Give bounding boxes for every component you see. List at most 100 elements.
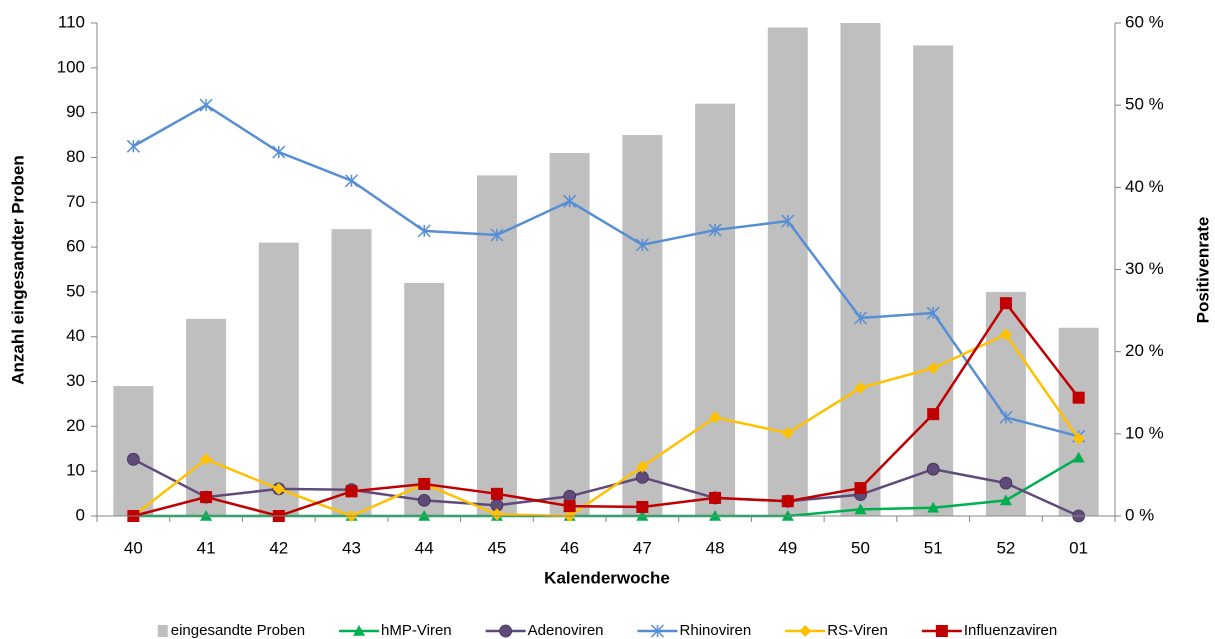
bar <box>840 23 881 516</box>
marker <box>1072 432 1085 445</box>
x-tick-label: 42 <box>269 538 288 557</box>
bar <box>913 45 954 517</box>
marker <box>854 482 867 495</box>
y-tick-label: 80 <box>66 147 85 166</box>
series-line <box>133 301 1080 518</box>
marker <box>650 624 665 638</box>
marker <box>636 500 649 513</box>
marker <box>708 223 722 237</box>
x-tick-label: 43 <box>342 538 361 557</box>
y-tick-label: 20 <box>66 416 85 435</box>
legend-label: Adenoviren <box>528 622 604 639</box>
marker <box>927 408 940 421</box>
marker <box>345 485 358 498</box>
marker <box>490 508 503 521</box>
marker <box>999 410 1013 424</box>
marker <box>854 381 867 394</box>
bar <box>767 27 808 517</box>
marker <box>563 194 577 208</box>
marker <box>926 462 940 476</box>
legend-label: hMP-Viren <box>381 622 452 639</box>
marker <box>353 625 366 636</box>
marker <box>199 98 213 112</box>
y-tick-label: 50 <box>66 281 85 300</box>
y-tick-label: 100 <box>57 57 85 76</box>
marker <box>799 625 812 637</box>
y-axis-title: Anzahl eingesandter Proben <box>8 155 27 385</box>
marker <box>926 306 940 320</box>
x-tick-label: 44 <box>415 538 434 557</box>
bar <box>331 229 372 516</box>
series-line <box>132 458 1080 518</box>
bar <box>622 135 663 516</box>
marker <box>272 145 286 159</box>
y2-tick-label: 20 % <box>1125 341 1164 360</box>
legend: eingesandte Proben hMP-Viren Adenoviren Rhi… <box>157 622 1057 639</box>
y-tick-label: 40 <box>66 326 85 345</box>
marker <box>636 460 649 473</box>
series-line <box>132 103 1079 438</box>
marker <box>781 495 794 508</box>
marker <box>272 482 285 495</box>
y-tick-label: 90 <box>66 102 85 121</box>
marker <box>927 362 940 375</box>
bar <box>113 386 154 516</box>
lines <box>126 98 1086 523</box>
legend-label: RS-Viren <box>827 622 888 639</box>
marker <box>999 328 1012 341</box>
x-tick-label: 52 <box>996 538 1015 557</box>
x-tick-label: 47 <box>633 538 652 557</box>
x-tick-label: 41 <box>197 538 216 557</box>
x-tick-label: 46 <box>560 538 579 557</box>
marker <box>418 477 431 490</box>
legend-label: Rhinoviren <box>680 622 752 639</box>
x-tick-label: 01 <box>1069 538 1088 557</box>
bar <box>476 175 517 516</box>
marker <box>999 476 1013 490</box>
y2-tick-label: 60 % <box>1125 12 1164 31</box>
marker <box>781 510 794 521</box>
marker <box>1072 451 1085 463</box>
marker <box>781 427 794 440</box>
marker <box>853 311 868 325</box>
x-axis-title: Kalenderwoche <box>544 568 670 587</box>
marker <box>927 501 940 513</box>
marker <box>1072 391 1085 404</box>
marker <box>709 491 722 504</box>
marker <box>418 510 431 521</box>
x-tick-label: 48 <box>706 538 725 557</box>
marker <box>417 224 431 238</box>
x-tick-label: 40 <box>124 538 143 557</box>
y2-tick-label: 50 % <box>1125 95 1164 114</box>
legend-label: eingesandte Proben <box>171 622 305 639</box>
marker <box>999 297 1012 310</box>
bar <box>1058 327 1099 516</box>
marker <box>635 470 649 484</box>
y-tick-label: 0 <box>76 505 85 524</box>
y-tick-label: 10 <box>66 461 85 480</box>
marker <box>126 452 140 466</box>
marker <box>781 214 795 228</box>
x-tick-label: 45 <box>487 538 506 557</box>
y2-tick-label: 30 % <box>1125 259 1164 278</box>
y2-tick-label: 0 % <box>1125 505 1154 524</box>
marker <box>563 500 576 513</box>
marker <box>709 510 722 521</box>
bar <box>186 318 227 516</box>
legend-label: Influenzaviren <box>964 622 1057 639</box>
y2-tick-label: 40 % <box>1125 177 1164 196</box>
legend-swatch <box>157 625 168 637</box>
x-tick-label: 51 <box>924 538 943 557</box>
y2-axis-title: Positivenrate <box>1193 217 1212 324</box>
x-tick-label: 49 <box>778 538 797 557</box>
marker <box>999 494 1012 506</box>
marker <box>126 139 140 153</box>
bar <box>549 152 590 517</box>
marker <box>635 238 649 252</box>
series-line <box>132 332 1080 518</box>
marker <box>200 510 213 521</box>
marker <box>854 503 867 515</box>
bars <box>113 23 1099 517</box>
